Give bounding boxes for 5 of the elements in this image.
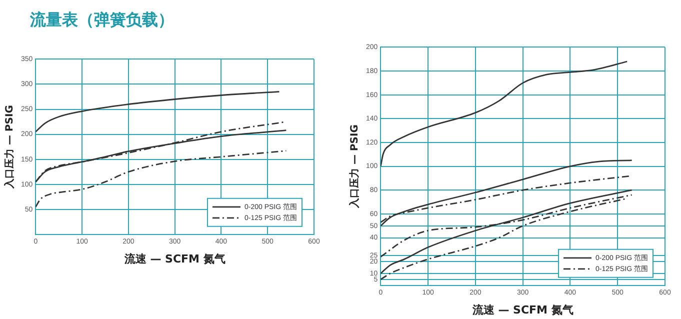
chart-title: 流量表（弹簧负载）	[30, 10, 174, 31]
x-axis-title: 流速 — SCFM 氮气	[471, 303, 574, 316]
y-axis-title: 入口压力 — PSIG	[348, 124, 361, 210]
y-axis-title: 入口压力 — PSIG	[4, 105, 16, 190]
x-axis-title: 流速 — SCFM 氮气	[123, 252, 226, 266]
